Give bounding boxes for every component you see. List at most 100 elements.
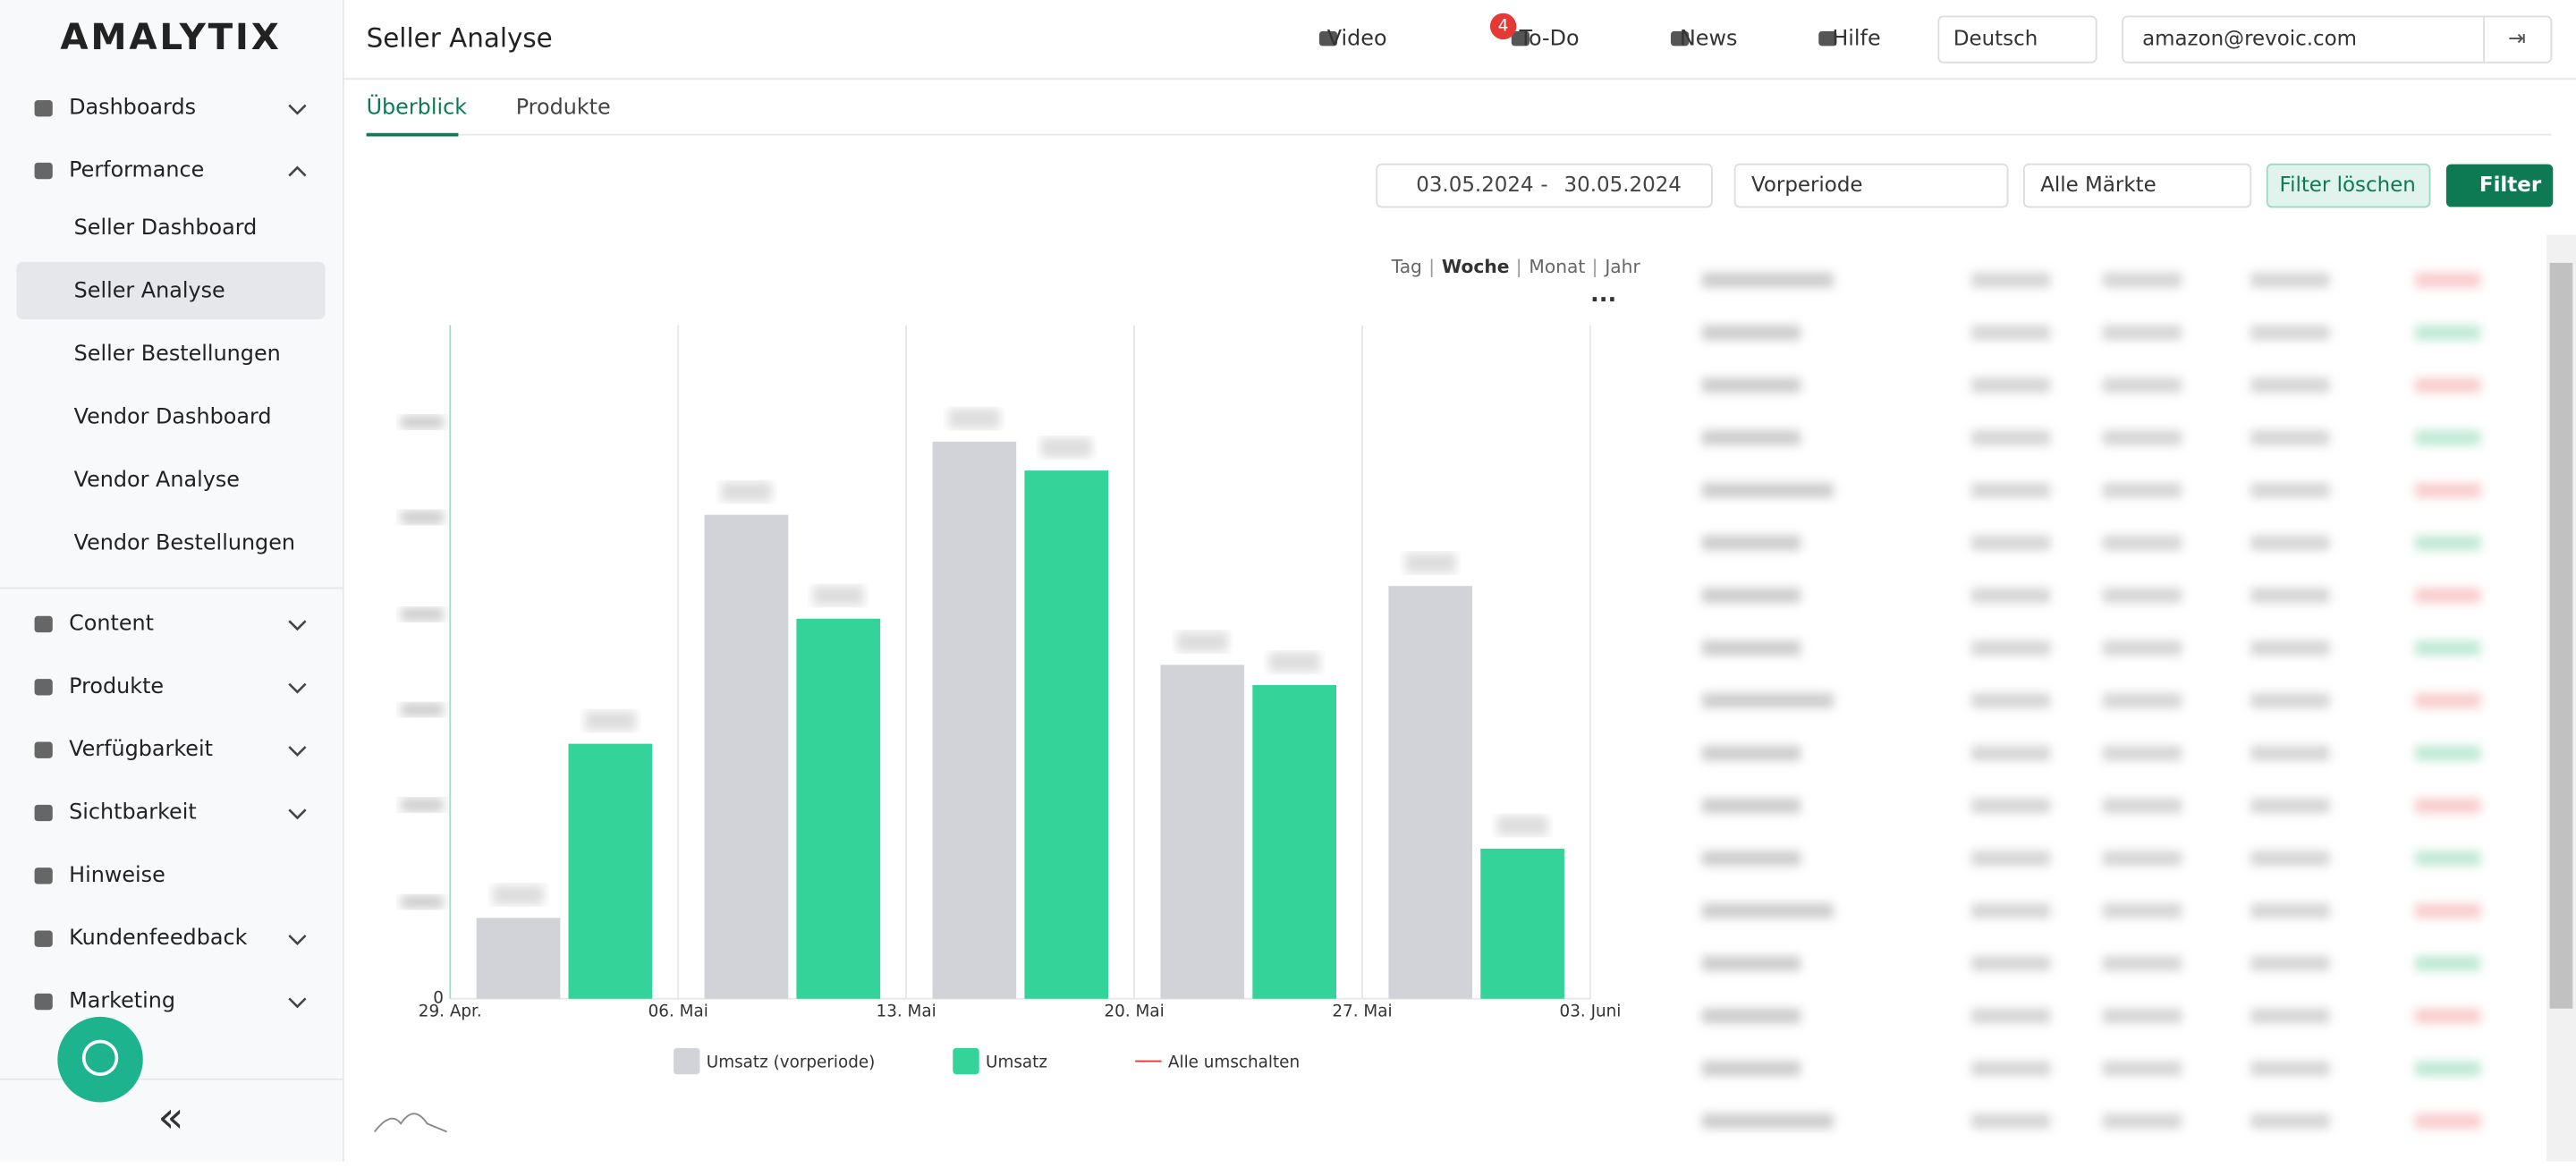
logout-button[interactable]: ⇥ xyxy=(2508,26,2526,51)
blur-cell xyxy=(2103,1008,2182,1024)
blur-cell xyxy=(1971,1008,2051,1024)
chat-icon xyxy=(81,1039,119,1077)
x-tick-label: 06. Mai xyxy=(648,1002,708,1020)
blur-cell xyxy=(1701,377,1801,393)
bar xyxy=(932,441,1017,999)
blurred-value xyxy=(948,409,1000,429)
blurred-value xyxy=(812,586,864,606)
blurred-label xyxy=(401,798,444,812)
blur-cell xyxy=(1971,535,2051,551)
blur-cell xyxy=(2103,272,2182,288)
blur-cell xyxy=(2103,745,2182,761)
nav-group: Kundenfeedback xyxy=(69,925,247,950)
bar xyxy=(476,918,561,999)
tab: Produkte xyxy=(516,95,611,120)
tab: Überblick xyxy=(367,95,468,120)
blur-cell xyxy=(2414,1061,2481,1077)
date-range[interactable] xyxy=(1376,163,1713,208)
blurred-label xyxy=(401,607,444,622)
blur-cell xyxy=(1701,588,1801,604)
chevron xyxy=(288,104,307,115)
blur-cell xyxy=(1971,272,2051,288)
scrollbar-thumb[interactable] xyxy=(2549,262,2573,1009)
blur-cell xyxy=(1701,798,1801,814)
nav-icon xyxy=(34,100,53,117)
blur-cell xyxy=(2414,851,2481,866)
blur-cell xyxy=(2250,851,2330,866)
blur-cell xyxy=(2414,482,2481,498)
blur-cell xyxy=(1701,903,1834,918)
chevron xyxy=(288,682,307,694)
filter-button[interactable] xyxy=(2445,164,2554,207)
blur-cell xyxy=(2414,955,2481,971)
clear-filter-button[interactable] xyxy=(2266,163,2431,208)
bar xyxy=(1388,586,1473,999)
nav-icon xyxy=(34,615,53,633)
nav-icon xyxy=(34,162,53,180)
blur-cell xyxy=(1701,1113,1834,1129)
header-link: To-Do xyxy=(1518,26,1579,51)
nav-item: Seller Bestellungen xyxy=(74,341,281,366)
separator: | xyxy=(1592,256,1598,277)
blur-cell xyxy=(1971,377,2051,393)
blur-cell xyxy=(1701,1061,1801,1077)
blur-cell xyxy=(1971,903,2051,918)
blur-cell xyxy=(1971,588,2051,604)
period-toggle: Woche xyxy=(1442,256,1509,277)
blur-cell xyxy=(2414,798,2481,814)
account-select[interactable] xyxy=(2122,15,2553,63)
blur-cell xyxy=(2250,588,2330,604)
compare-select[interactable] xyxy=(1733,163,2009,208)
chart-menu[interactable]: ··· xyxy=(1590,287,1616,314)
period-toggle: Tag xyxy=(1391,256,1422,277)
blur-cell xyxy=(2250,1113,2330,1129)
link-icon xyxy=(1318,30,1338,47)
blur-cell xyxy=(2414,745,2481,761)
bar xyxy=(568,743,653,999)
blur-cell xyxy=(1701,535,1801,551)
blur-cell xyxy=(2414,430,2481,445)
blur-cell xyxy=(1971,325,2051,341)
blur-cell xyxy=(2414,272,2481,288)
blur-cell xyxy=(1701,1008,1801,1024)
x-tick-label: 03. Juni xyxy=(1560,1002,1622,1020)
blur-cell xyxy=(2103,482,2182,498)
blur-cell xyxy=(1971,851,2051,866)
legend-label: Umsatz xyxy=(986,1053,1047,1071)
market-select[interactable] xyxy=(2022,163,2252,208)
chat-button[interactable] xyxy=(57,1016,143,1103)
collapse-button[interactable]: « xyxy=(157,1094,183,1143)
link-icon xyxy=(1511,30,1530,47)
blur-cell xyxy=(2414,377,2481,393)
legend-swatch xyxy=(674,1047,700,1075)
chevron xyxy=(288,620,307,631)
nav-group: Sichtbarkeit xyxy=(69,799,197,824)
y-tick-label: 0 xyxy=(433,989,444,1008)
sparkline-icon[interactable] xyxy=(374,1113,447,1133)
blur-cell xyxy=(2414,535,2481,551)
blur-cell xyxy=(2250,535,2330,551)
date-from: 03.05.2024 xyxy=(1416,174,1533,197)
language-select[interactable] xyxy=(1937,15,2097,63)
blur-cell xyxy=(1701,693,1834,708)
blur-cell xyxy=(2103,640,2182,656)
blur-cell xyxy=(2103,1113,2182,1129)
bar xyxy=(1480,848,1564,999)
blur-cell xyxy=(2414,1008,2481,1024)
blur-cell xyxy=(2103,693,2182,708)
blur-cell xyxy=(2103,851,2182,866)
blur-cell xyxy=(2250,798,2330,814)
nav-item: Vendor Bestellungen xyxy=(74,529,295,554)
blurred-label xyxy=(401,895,444,909)
compare: Vorperiode xyxy=(1751,174,1863,197)
blur-cell xyxy=(2250,745,2330,761)
nav-item: Vendor Dashboard xyxy=(74,403,272,428)
blurred-table xyxy=(1701,272,2481,1129)
blurred-value xyxy=(1176,631,1228,652)
nav-group: Produkte xyxy=(69,673,164,698)
blur-cell xyxy=(1971,1113,2051,1129)
blur-cell xyxy=(1971,693,2051,708)
blurred-label xyxy=(401,415,444,429)
bar xyxy=(1024,470,1109,999)
blurred-value xyxy=(1040,437,1092,458)
